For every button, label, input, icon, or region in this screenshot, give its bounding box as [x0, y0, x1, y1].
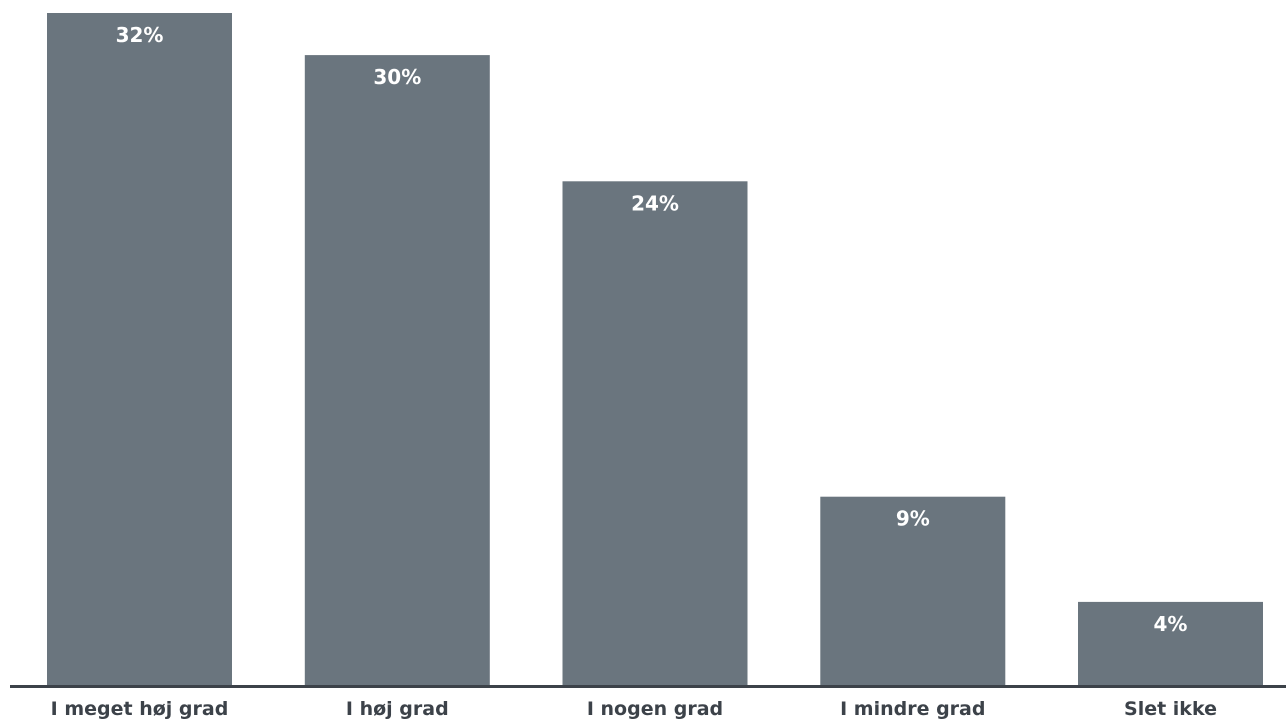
value-label-4: 9% — [896, 507, 930, 531]
category-label-4: I mindre grad — [840, 698, 985, 720]
bars-group — [47, 13, 1263, 687]
value-label-3: 24% — [631, 191, 679, 215]
value-label-2: 30% — [373, 65, 421, 89]
bar-5 — [1078, 601, 1263, 686]
category-label-3: I nogen grad — [587, 698, 723, 720]
category-label-1: I meget høj grad — [51, 698, 229, 720]
category-label-2: I høj grad — [346, 698, 449, 720]
value-label-5: 4% — [1154, 612, 1188, 636]
labels-group: 32% I meget høj grad 30% I høj grad 24% I nog… — [51, 23, 1217, 720]
bar-4 — [820, 496, 1006, 686]
value-label-1: 32% — [116, 23, 164, 47]
bar-2 — [304, 55, 490, 687]
bar-3 — [562, 181, 748, 687]
category-label-5: Slet ikke — [1124, 698, 1217, 720]
bar-1 — [47, 13, 232, 686]
